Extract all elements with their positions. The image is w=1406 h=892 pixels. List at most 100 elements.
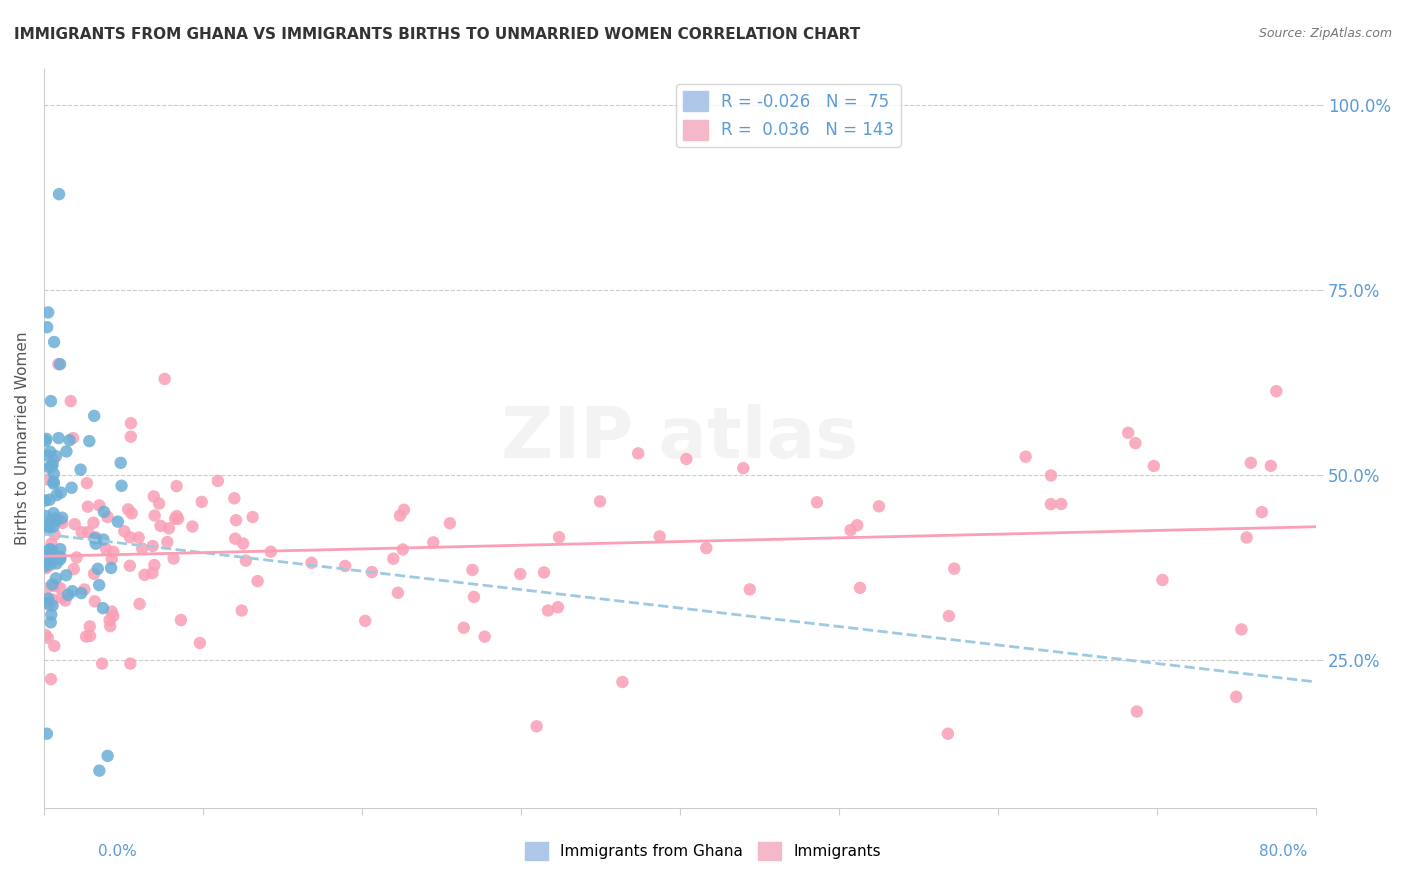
Point [44, 579, 66, 593]
Point [157, 521, 180, 535]
Point [156, 535, 179, 549]
Point [162, 551, 184, 566]
Point [38, 543, 60, 558]
Point [41, 544, 63, 558]
Point [232, 536, 254, 550]
Point [170, 613, 193, 627]
Point [537, 603, 560, 617]
Point [76, 476, 98, 491]
Point [1152, 573, 1174, 587]
Point [45, 449, 67, 463]
Point [42, 475, 65, 489]
Text: ZIP atlas: ZIP atlas [502, 403, 859, 473]
Point [34, 493, 56, 508]
Point [42, 506, 65, 520]
Point [45, 514, 67, 528]
Point [39, 558, 62, 573]
Point [225, 513, 247, 527]
Point [1225, 690, 1247, 704]
Point [39, 514, 62, 528]
Point [83, 594, 105, 608]
Point [181, 519, 204, 533]
Point [63, 517, 86, 532]
Point [76, 500, 98, 514]
Point [242, 510, 264, 524]
Point [167, 512, 190, 526]
Point [1050, 497, 1073, 511]
Point [48, 431, 70, 445]
Point [143, 558, 166, 572]
Point [39, 545, 62, 559]
Point [128, 531, 150, 545]
Point [1126, 705, 1149, 719]
Point [675, 452, 697, 467]
Point [63, 562, 86, 576]
Point [89, 578, 111, 592]
Point [83, 532, 105, 546]
Point [38, 521, 60, 535]
Point [45, 571, 67, 585]
Point [45, 488, 67, 502]
Point [41, 536, 63, 550]
Point [39, 545, 62, 559]
Point [41, 458, 63, 472]
Text: 0.0%: 0.0% [98, 845, 138, 859]
Point [392, 503, 415, 517]
Point [97, 510, 120, 524]
Point [1260, 458, 1282, 473]
Point [37, 596, 59, 610]
Point [51, 516, 73, 530]
Point [128, 597, 150, 611]
Point [509, 566, 531, 581]
Point [97, 748, 120, 763]
Point [49, 357, 72, 371]
Point [333, 558, 356, 573]
Point [938, 609, 960, 624]
Point [148, 496, 170, 510]
Point [39, 445, 62, 459]
Point [91, 657, 114, 671]
Point [166, 479, 188, 493]
Point [49, 552, 72, 566]
Point [34, 508, 56, 523]
Point [39, 459, 62, 474]
Point [166, 509, 188, 524]
Point [60, 481, 83, 495]
Point [53, 593, 76, 607]
Point [120, 657, 142, 671]
Point [49, 549, 72, 564]
Point [207, 474, 229, 488]
Point [84, 530, 107, 544]
Point [35, 727, 58, 741]
Point [235, 553, 257, 567]
Point [453, 621, 475, 635]
Point [41, 592, 63, 607]
Point [526, 719, 548, 733]
Point [695, 541, 717, 555]
Point [461, 563, 484, 577]
Point [38, 598, 60, 612]
Point [51, 510, 73, 524]
Point [382, 551, 405, 566]
Point [41, 599, 63, 613]
Point [131, 541, 153, 556]
Point [1125, 436, 1147, 450]
Point [165, 512, 187, 526]
Point [39, 615, 62, 630]
Point [44, 527, 66, 541]
Point [153, 372, 176, 386]
Point [38, 492, 60, 507]
Point [360, 565, 382, 579]
Point [35, 432, 58, 446]
Point [943, 561, 966, 575]
Point [42, 520, 65, 534]
Point [77, 525, 100, 540]
Point [110, 456, 132, 470]
Point [1236, 531, 1258, 545]
Point [89, 499, 111, 513]
Point [73, 582, 96, 597]
Point [354, 614, 377, 628]
Point [60, 584, 83, 599]
Point [45, 511, 67, 525]
Point [627, 446, 650, 460]
